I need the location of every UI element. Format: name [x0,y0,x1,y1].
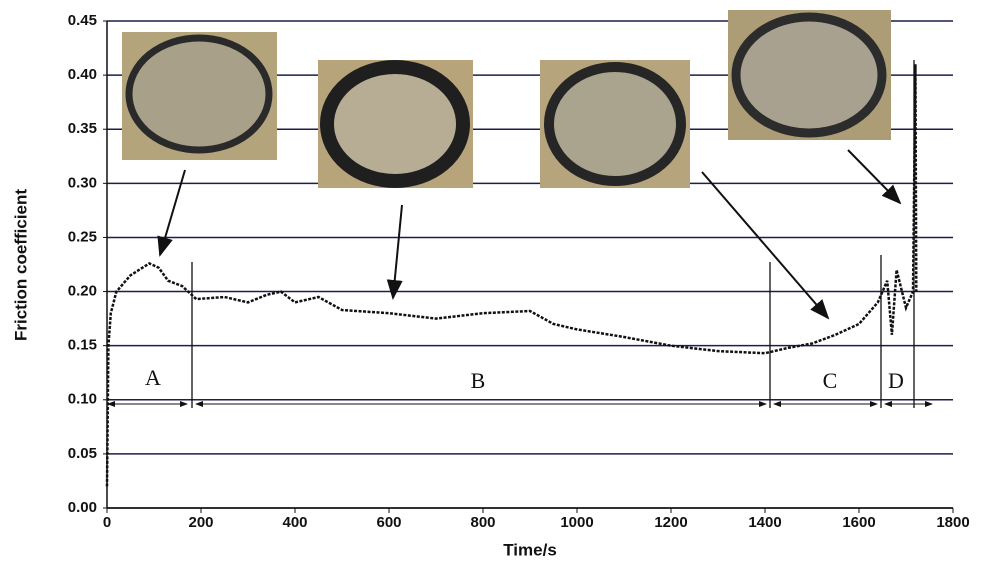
region-label: C [823,368,838,393]
y-tick-label: 0.20 [68,283,97,300]
x-axis-title: Time/s [503,540,557,559]
region-label: D [888,368,904,393]
arrow [701,171,830,320]
y-tick-label: 0.40 [68,66,97,83]
x-tick-label: 400 [282,514,307,531]
x-tick-label: 800 [470,514,495,531]
x-tick-label: 600 [376,514,401,531]
arrow [847,149,902,205]
region-separators [191,60,915,408]
arrow [157,169,186,257]
y-tick-label: 0.10 [68,391,97,408]
x-tick-label: 1800 [936,514,969,531]
y-tick-label: 0.45 [68,12,97,29]
photo [318,60,473,188]
photo [728,10,891,140]
y-tick-label: 0.35 [68,120,97,137]
region-label: B [471,368,486,393]
x-tick-label: 1600 [842,514,875,531]
y-tick-label: 0.05 [68,445,97,462]
photo [540,60,690,188]
plot-area: 0.00 0.05 0.10 0.15 0.20 0.25 0.30 0.35 0.40 0.45… [68,12,970,531]
y-tick-label: 0.15 [68,337,97,354]
x-tick-label: 1000 [560,514,593,531]
x-tick-label: 200 [188,514,213,531]
x-tick-label: 0 [103,514,111,531]
y-axis-title: Friction coefficient [11,189,30,341]
y-tick-label: 0.00 [68,499,97,516]
x-tick-label: 1400 [748,514,781,531]
arrows [157,149,902,320]
y-tick-label: 0.25 [68,228,97,245]
x-tick-label: 1200 [654,514,687,531]
arrow [386,204,403,300]
region-label: A [145,365,161,390]
data-line [105,64,918,487]
photo [122,32,277,160]
y-tick-label: 0.30 [68,174,97,191]
